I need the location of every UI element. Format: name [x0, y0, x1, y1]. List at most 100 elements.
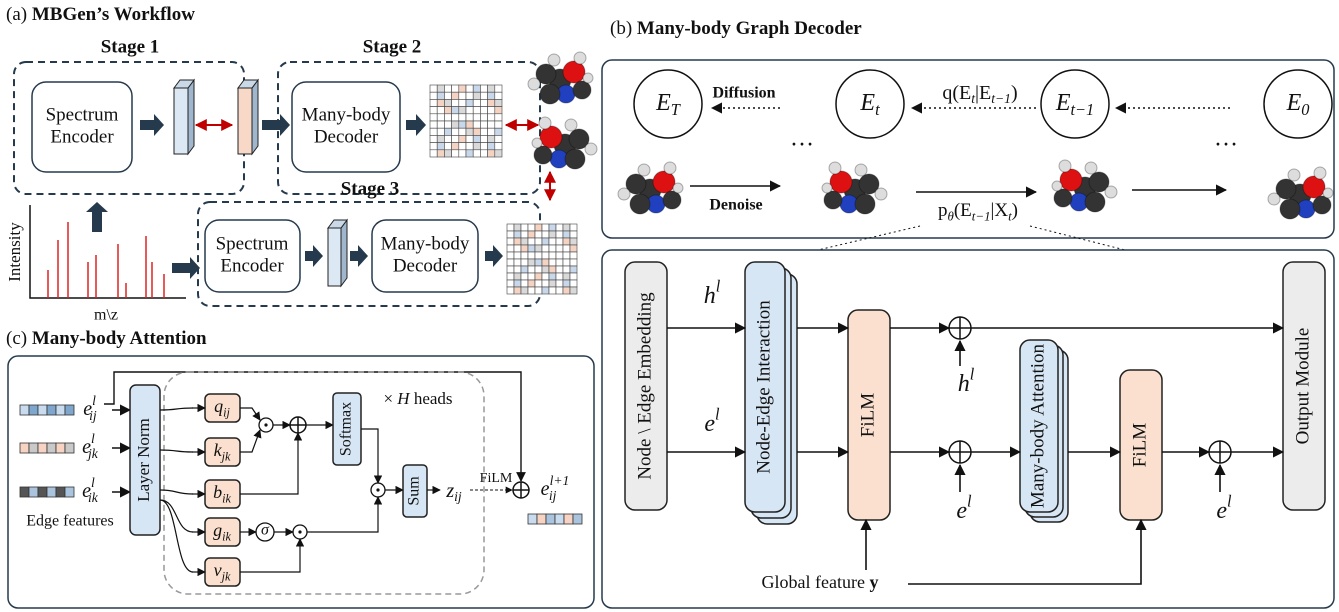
matrix-cell: [437, 99, 444, 106]
math-part: E: [1055, 90, 1071, 116]
matrix-cell: [542, 280, 549, 287]
math-part: ij: [89, 408, 97, 423]
ellipsis: …: [790, 126, 814, 152]
matrix-cell: [507, 287, 514, 294]
matrix-cell: [528, 224, 535, 231]
atom: [855, 194, 875, 214]
matrix-cell: [570, 224, 577, 231]
plot-axes: [30, 205, 186, 298]
math-part: l: [715, 404, 720, 423]
math-part: t: [875, 100, 880, 119]
matrix-cell: [480, 143, 487, 150]
matrix-cell: [480, 121, 487, 128]
matrix-cell: [452, 143, 459, 150]
matrix-cell: [437, 85, 444, 92]
atom: [1313, 196, 1331, 214]
feature-cell: [546, 514, 555, 524]
matrix-cell: [466, 107, 473, 114]
matrix-cell: [473, 143, 480, 150]
global-label: Global feature y: [762, 572, 879, 592]
math-part: h: [958, 371, 970, 397]
atom: [1085, 162, 1097, 174]
matrix-cell: [473, 150, 480, 157]
vector-bar: [238, 88, 252, 154]
matrix-cell: [570, 245, 577, 252]
matrix-cell: [570, 231, 577, 238]
math-part: t−1: [1070, 100, 1094, 119]
matrix-cell: [507, 259, 514, 266]
matrix-cell: [452, 99, 459, 106]
matrix-cell: [556, 287, 563, 294]
matrix-cell: [473, 128, 480, 135]
matrix-cell: [528, 273, 535, 280]
matrix-cell: [444, 85, 451, 92]
math-part: E: [655, 90, 671, 116]
matrix-cell: [495, 150, 502, 157]
matrix-cell: [563, 231, 570, 238]
matrix-cell: [488, 114, 495, 121]
matrix-cell: [514, 238, 521, 245]
feature-cell: [56, 443, 65, 453]
panel-label: (b): [610, 18, 632, 39]
matrix-cell: [514, 252, 521, 259]
matrix-cell: [563, 224, 570, 231]
input-label: elij: [83, 393, 97, 423]
matrix-cell: [495, 135, 502, 142]
feature-cell: [56, 487, 65, 497]
atom: [824, 191, 842, 209]
math-part: l+1: [550, 473, 570, 488]
matrix-cell: [542, 259, 549, 266]
matrix-cell: [556, 280, 563, 287]
matrix-cell: [430, 150, 437, 157]
matrix-cell: [473, 99, 480, 106]
figure: (a) MBGen’s WorkflowStage 1SpectrumEncod…: [0, 0, 1339, 612]
stage-title: Stage 2: [363, 36, 422, 57]
box-label: Decoder: [314, 126, 379, 147]
matrix-cell: [563, 287, 570, 294]
feature-cell: [20, 487, 29, 497]
matrix-cell: [444, 107, 451, 114]
matrix-cell: [542, 287, 549, 294]
matrix-cell: [459, 99, 466, 106]
sigma-label: σ: [261, 522, 270, 539]
feature-cell: [20, 405, 29, 415]
math-part: l: [967, 491, 972, 510]
atom: [1323, 188, 1333, 198]
math-part: l: [92, 393, 96, 408]
matrix-cell: [521, 287, 528, 294]
matrix-cell: [528, 266, 535, 273]
block-arrow: [86, 202, 108, 232]
math-part: t−1: [991, 91, 1011, 106]
panel-name: Many-body Graph Decoder: [637, 18, 862, 39]
matrix-cell: [459, 85, 466, 92]
atom: [653, 171, 675, 193]
block-arrow: [140, 114, 164, 136]
stage-title: Stage 1: [101, 36, 160, 57]
matrix-cell: [563, 259, 570, 266]
matrix-cell: [480, 135, 487, 142]
matrix-cell: [535, 280, 542, 287]
matrix-cell: [528, 280, 535, 287]
matrix-cell: [444, 99, 451, 106]
matrix-cell: [437, 128, 444, 135]
matrix-cell: [542, 231, 549, 238]
atom: [663, 191, 681, 209]
matrix-cell: [488, 121, 495, 128]
matrix-cell: [556, 245, 563, 252]
math-part: ij: [549, 488, 557, 503]
atom: [673, 183, 683, 193]
matrix-cell: [570, 266, 577, 273]
atom: [822, 183, 832, 193]
matrix-cell: [514, 287, 521, 294]
math-part: ij: [223, 405, 230, 419]
matrix-cell: [556, 224, 563, 231]
feature-cell: [38, 443, 47, 453]
matrix-cell: [444, 143, 451, 150]
matrix-cell: [437, 143, 444, 150]
matrix-cell: [452, 107, 459, 114]
process-label: Diffusion: [712, 85, 775, 102]
matrix-cell: [459, 150, 466, 157]
math-part: jk: [220, 449, 231, 463]
matrix-cell: [521, 273, 528, 280]
box-label: Spectrum: [46, 104, 119, 125]
